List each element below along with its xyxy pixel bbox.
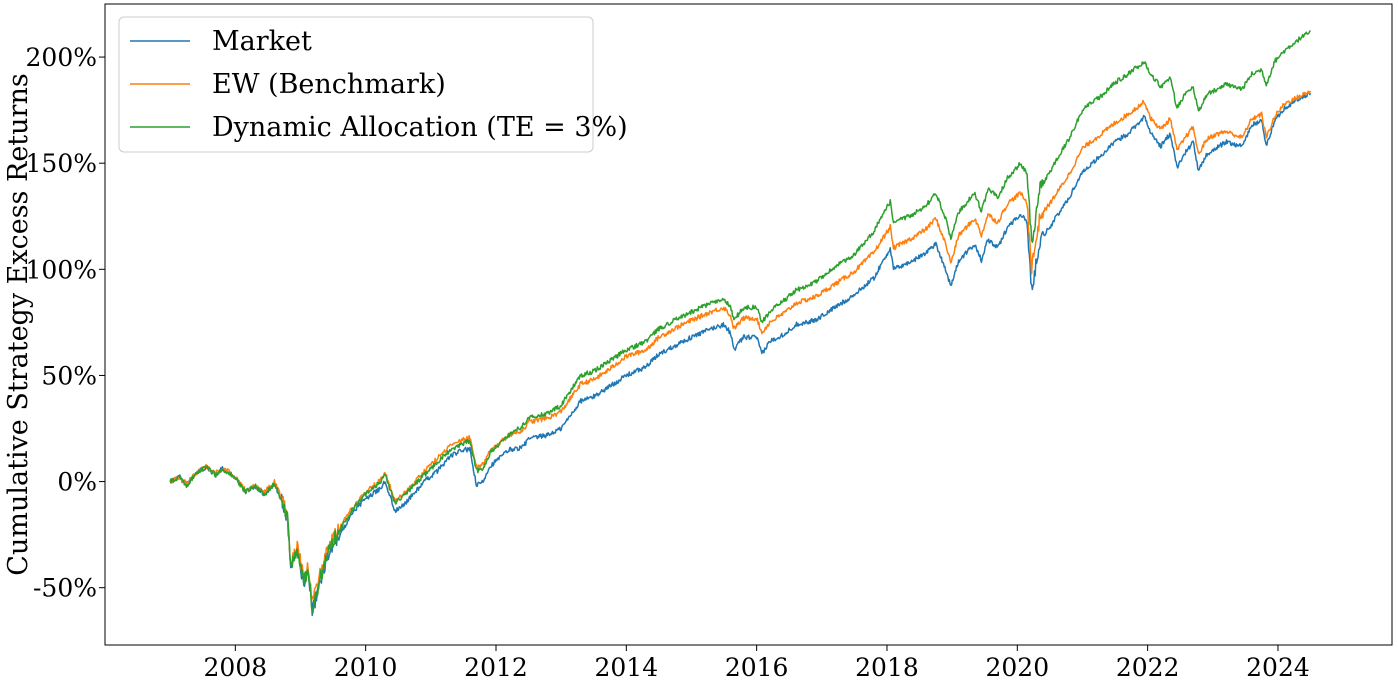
y-axis: -50% 0% 50% 100% 150% 200% <box>26 43 105 603</box>
y-tick-label: 100% <box>26 255 97 284</box>
legend-label: Market <box>212 26 312 57</box>
x-tick-label: 2024 <box>1246 653 1310 681</box>
x-tick-label: 2010 <box>334 653 398 681</box>
series-line-market <box>169 91 1312 617</box>
series-layer <box>169 30 1312 617</box>
legend-label: Dynamic Allocation (TE = 3%) <box>212 112 628 143</box>
legend: Market EW (Benchmark) Dynamic Allocation (… <box>118 16 628 153</box>
x-tick-label: 2022 <box>1116 653 1180 681</box>
x-tick-label: 2014 <box>595 653 659 681</box>
y-tick-label: 150% <box>26 149 97 178</box>
y-axis-label: Cumulative Strategy Excess Returns <box>3 73 34 575</box>
series-line-ew-benchmark <box>169 90 1312 602</box>
legend-box <box>118 16 594 153</box>
series-line-dynamic-allocation-te-3 <box>169 30 1312 614</box>
x-tick-label: 2012 <box>464 653 528 681</box>
y-tick-label: 0% <box>57 468 97 497</box>
x-tick-label: 2008 <box>204 653 268 681</box>
x-tick-label: 2016 <box>725 653 789 681</box>
x-tick-label: 2020 <box>985 653 1049 681</box>
axes-frame <box>104 3 1393 646</box>
x-axis: 2008 2010 2012 2014 2016 2018 2020 2022 2024 <box>204 645 1310 681</box>
y-tick-label: -50% <box>33 574 97 603</box>
y-tick-label: 200% <box>26 43 97 72</box>
x-tick-label: 2018 <box>855 653 919 681</box>
y-tick-label: 50% <box>41 361 97 390</box>
legend-label: EW (Benchmark) <box>212 69 446 100</box>
